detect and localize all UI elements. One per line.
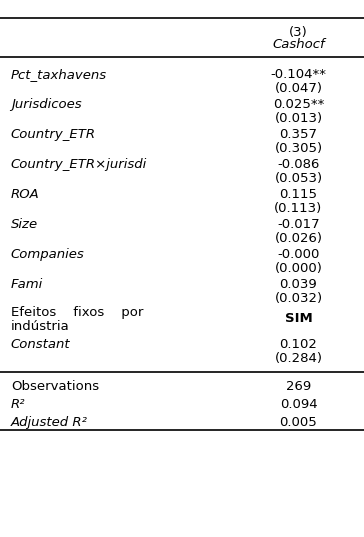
Text: -0.000: -0.000 xyxy=(277,248,320,261)
Text: ROA: ROA xyxy=(11,188,40,201)
Text: 0.025**: 0.025** xyxy=(273,98,324,111)
Text: -0.104**: -0.104** xyxy=(270,68,327,81)
Text: 0.039: 0.039 xyxy=(280,278,317,291)
Text: Country_ETR×jurisdi: Country_ETR×jurisdi xyxy=(11,158,147,171)
Text: (0.047): (0.047) xyxy=(274,82,323,95)
Text: (0.026): (0.026) xyxy=(274,232,323,245)
Text: (0.032): (0.032) xyxy=(274,292,323,305)
Text: Constant: Constant xyxy=(11,338,71,351)
Text: indústria: indústria xyxy=(11,320,70,333)
Text: (0.053): (0.053) xyxy=(274,172,323,185)
Text: Jurisdicoes: Jurisdicoes xyxy=(11,98,82,111)
Text: (0.284): (0.284) xyxy=(274,352,323,365)
Text: Fami: Fami xyxy=(11,278,43,291)
Text: 269: 269 xyxy=(286,380,311,393)
Text: -0.017: -0.017 xyxy=(277,218,320,231)
Text: Efeitos    fixos    por: Efeitos fixos por xyxy=(11,306,143,319)
Text: 0.094: 0.094 xyxy=(280,398,317,411)
Text: Size: Size xyxy=(11,218,38,231)
Text: 0.102: 0.102 xyxy=(280,338,317,351)
Text: Country_ETR: Country_ETR xyxy=(11,128,96,141)
Text: (0.013): (0.013) xyxy=(274,112,323,125)
Text: Observations: Observations xyxy=(11,380,99,393)
Text: (0.113): (0.113) xyxy=(274,202,323,215)
Text: Companies: Companies xyxy=(11,248,85,261)
Text: Adjusted R²: Adjusted R² xyxy=(11,416,88,429)
Text: (3): (3) xyxy=(289,26,308,39)
Text: (0.305): (0.305) xyxy=(274,142,323,155)
Text: Cashocf: Cashocf xyxy=(272,38,325,51)
Text: SIM: SIM xyxy=(285,312,312,325)
Text: 0.005: 0.005 xyxy=(280,416,317,429)
Text: Pct_taxhavens: Pct_taxhavens xyxy=(11,68,107,81)
Text: 0.357: 0.357 xyxy=(280,128,317,141)
Text: -0.086: -0.086 xyxy=(277,158,320,171)
Text: 0.115: 0.115 xyxy=(280,188,317,201)
Text: R²: R² xyxy=(11,398,25,411)
Text: (0.000): (0.000) xyxy=(274,262,323,275)
